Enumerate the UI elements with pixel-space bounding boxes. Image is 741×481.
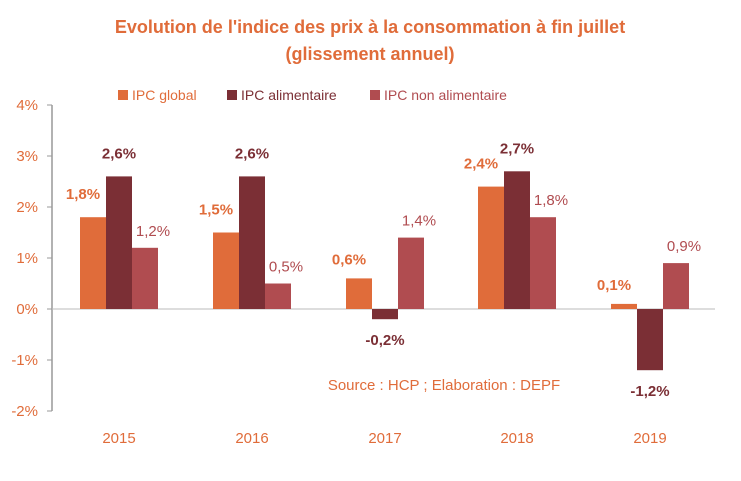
data-label: -1,2% <box>630 383 669 400</box>
bar-ipc-global <box>213 232 239 309</box>
x-tick-label: 2018 <box>500 430 533 447</box>
x-tick-label: 2019 <box>633 430 666 447</box>
bar-ipc-non-alimentaire <box>265 283 291 309</box>
data-label: 0,6% <box>332 251 366 268</box>
legend-label: IPC non alimentaire <box>384 87 507 103</box>
data-label: 0,5% <box>269 259 303 276</box>
bar-ipc-alimentaire <box>637 309 663 371</box>
x-tick-label: 2016 <box>235 430 268 447</box>
bar-ipc-global <box>478 186 504 309</box>
y-tick-label: 3% <box>16 148 38 165</box>
chart-title: Evolution de l'indice des prix à la cons… <box>115 17 625 37</box>
y-tick-label: -1% <box>11 352 38 369</box>
legend-label: IPC alimentaire <box>241 87 337 103</box>
y-tick-label: 0% <box>16 301 38 318</box>
data-label: 1,8% <box>534 192 568 209</box>
bar-ipc-non-alimentaire <box>132 247 158 309</box>
y-tick-label: 4% <box>16 97 38 114</box>
bar-ipc-global <box>346 278 372 309</box>
data-label: 2,6% <box>235 145 269 162</box>
chart-subtitle: (glissement annuel) <box>285 44 454 64</box>
data-label: 2,7% <box>500 140 534 157</box>
data-label: 2,4% <box>464 156 498 173</box>
data-label: 1,8% <box>66 186 100 203</box>
x-tick-label: 2015 <box>102 430 135 447</box>
y-tick-label: 2% <box>16 199 38 216</box>
bar-ipc-non-alimentaire <box>663 263 689 309</box>
y-tick-label: -2% <box>11 403 38 420</box>
bar-ipc-non-alimentaire <box>398 237 424 309</box>
bar-ipc-alimentaire <box>504 171 530 309</box>
source-annotation: Source : HCP ; Elaboration : DEPF <box>328 377 560 394</box>
data-label: 0,1% <box>597 277 631 294</box>
legend-swatch <box>370 90 380 100</box>
bar-ipc-global <box>611 303 637 309</box>
data-label: 1,4% <box>402 213 436 230</box>
bar-ipc-alimentaire <box>106 176 132 309</box>
data-label: -0,2% <box>365 332 404 349</box>
x-tick-label: 2017 <box>368 430 401 447</box>
bar-ipc-alimentaire <box>239 176 265 309</box>
data-label: 1,5% <box>199 202 233 219</box>
legend-swatch <box>118 90 128 100</box>
data-label: 1,2% <box>136 223 170 240</box>
bar-ipc-non-alimentaire <box>530 217 556 309</box>
bar-ipc-global <box>80 217 106 309</box>
data-label: 2,6% <box>102 145 136 162</box>
bar-ipc-alimentaire <box>372 309 398 320</box>
legend-swatch <box>227 90 237 100</box>
data-label: 0,9% <box>667 238 701 255</box>
y-tick-label: 1% <box>16 250 38 267</box>
legend-label: IPC global <box>132 87 197 103</box>
